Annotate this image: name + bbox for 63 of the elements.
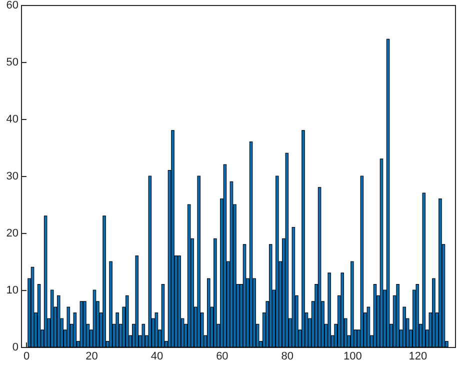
bar bbox=[66, 306, 70, 348]
bar bbox=[276, 176, 279, 348]
y-tick-label: 0 bbox=[12, 342, 18, 354]
bar bbox=[402, 306, 406, 348]
bar bbox=[285, 152, 289, 348]
bar bbox=[366, 306, 370, 348]
y-tick-label: 50 bbox=[6, 56, 18, 68]
bar bbox=[125, 295, 129, 348]
bar bbox=[187, 204, 191, 348]
bar bbox=[30, 266, 34, 348]
bar bbox=[161, 284, 165, 348]
y-tick-label: 60 bbox=[6, 0, 18, 12]
bar bbox=[416, 284, 420, 348]
bar bbox=[109, 261, 112, 348]
x-tick-label: 100 bbox=[343, 350, 362, 362]
bar bbox=[148, 176, 152, 348]
bar bbox=[37, 284, 41, 348]
y-tick-label: 10 bbox=[6, 284, 18, 296]
bar bbox=[56, 295, 60, 348]
y-tick-label: 40 bbox=[6, 114, 18, 126]
bar bbox=[350, 261, 354, 348]
bar bbox=[223, 164, 227, 348]
x-tick-label: 60 bbox=[216, 350, 228, 362]
bar bbox=[178, 256, 181, 348]
x-tick-label: 40 bbox=[150, 350, 164, 362]
bar bbox=[230, 181, 234, 348]
bar bbox=[207, 278, 210, 348]
x-tick-label: 20 bbox=[86, 350, 98, 362]
bar bbox=[116, 312, 119, 348]
bar bbox=[102, 216, 106, 348]
bar bbox=[249, 142, 253, 348]
bar bbox=[92, 290, 96, 348]
bar bbox=[135, 256, 139, 348]
bar bbox=[83, 301, 86, 348]
bar bbox=[422, 192, 426, 348]
bar bbox=[154, 312, 158, 348]
bar bbox=[142, 324, 146, 348]
bar bbox=[302, 130, 305, 348]
x-tick-label: 0 bbox=[23, 350, 30, 362]
bar bbox=[340, 272, 344, 348]
bar bbox=[396, 284, 400, 348]
bar bbox=[50, 290, 54, 348]
bar bbox=[268, 244, 272, 348]
x-tick-label: 120 bbox=[408, 350, 428, 362]
bar bbox=[380, 158, 384, 348]
bar bbox=[292, 227, 296, 348]
bar bbox=[328, 272, 331, 348]
bar bbox=[318, 187, 322, 348]
bar bbox=[386, 38, 390, 348]
bar bbox=[44, 216, 48, 348]
bar bbox=[73, 312, 77, 348]
bar bbox=[432, 278, 436, 348]
bar bbox=[80, 301, 84, 348]
y-tick-label: 20 bbox=[6, 228, 18, 240]
bar bbox=[214, 238, 217, 348]
bar bbox=[438, 198, 442, 348]
bar bbox=[373, 284, 377, 348]
bar bbox=[360, 176, 364, 348]
y-tick-label: 30 bbox=[6, 170, 18, 182]
bar bbox=[197, 176, 200, 348]
x-tick-label: 80 bbox=[281, 350, 294, 362]
bar bbox=[171, 130, 174, 348]
bar bbox=[242, 244, 246, 348]
